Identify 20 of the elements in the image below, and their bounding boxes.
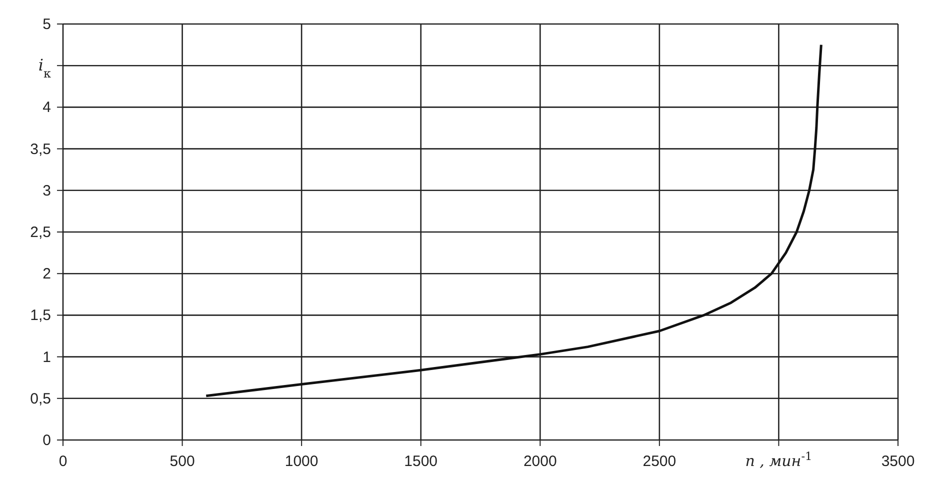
- x-tick-label: 1000: [284, 453, 318, 470]
- y-axis-title: i$_{к}$: [38, 56, 52, 81]
- y-tick-label: 3,5: [30, 140, 51, 158]
- line-series: [204, 44, 822, 398]
- y-tick-label: 0: [42, 432, 51, 449]
- y-tick-label: 5: [42, 16, 51, 33]
- x-tick-label: 2000: [523, 453, 557, 470]
- y-tick-label: 1,5: [30, 307, 51, 324]
- x-tick-label: 0: [58, 453, 68, 470]
- y-tick-label: 0,5: [30, 390, 51, 408]
- x-tick-label: 1500: [404, 453, 438, 470]
- x-tick-label: 2500: [642, 453, 676, 470]
- x-axis-title: n , мин$^{-1}$: [745, 450, 812, 470]
- y-tick-label: 2,5: [30, 224, 51, 241]
- y-tick-label: 4: [42, 99, 51, 116]
- x-tick-label: 500: [170, 453, 195, 470]
- y-tick-label: 1: [42, 348, 51, 366]
- y-tick-label: 3: [42, 182, 51, 200]
- y-tick-label: 2: [42, 266, 51, 283]
- x-tick-label: 3500: [881, 453, 915, 470]
